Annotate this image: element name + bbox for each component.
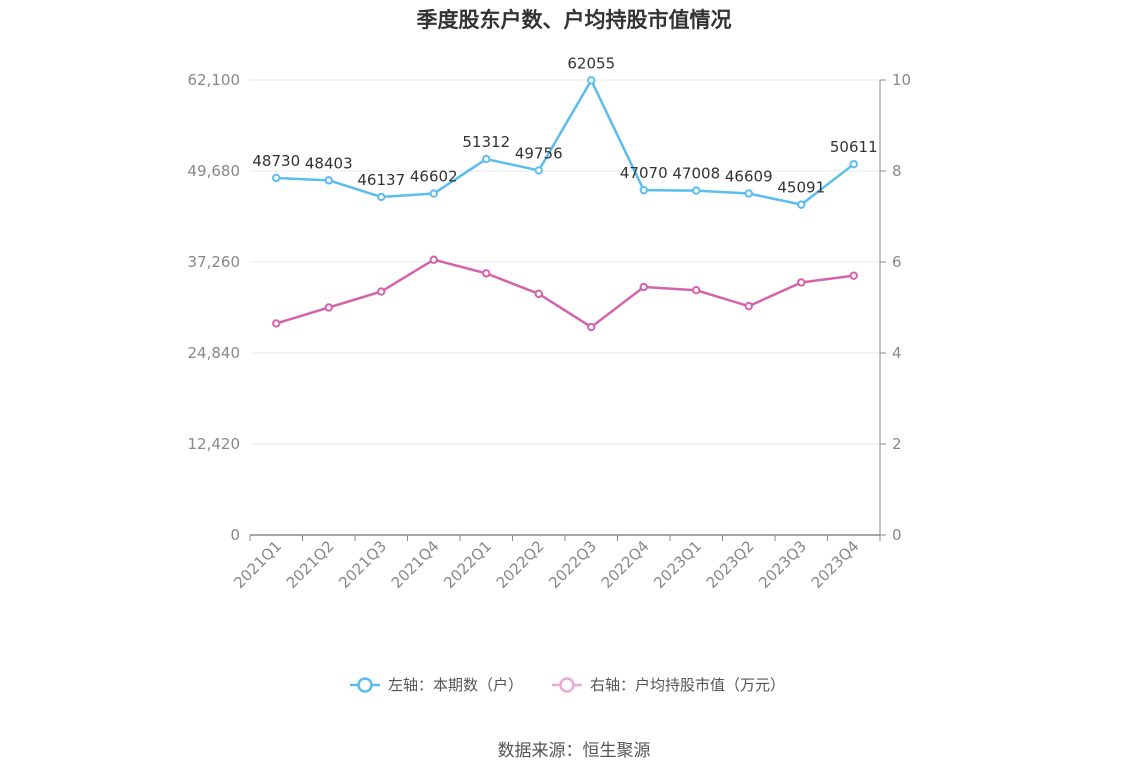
series-1-point <box>272 173 281 183</box>
series-2-point <box>797 278 806 287</box>
series-1-point <box>377 192 386 202</box>
right-axis-tick-label: 8 <box>892 162 902 180</box>
left-axis-tick-label: 49,680 <box>188 162 241 180</box>
right-axis-tick-label: 10 <box>892 71 911 89</box>
series-2-point <box>482 269 491 278</box>
series-2-point <box>324 303 333 312</box>
x-axis-tick-label: 2021Q1 <box>230 537 285 592</box>
legend-marker-2 <box>559 677 575 693</box>
left-axis-tick-label: 37,260 <box>188 253 241 271</box>
x-axis-tick-label: 2022Q3 <box>545 537 600 592</box>
series-1-point <box>429 189 438 198</box>
data-label: 50611 <box>830 138 878 156</box>
x-axis-tick-label: 2023Q2 <box>703 537 758 592</box>
series-2-point <box>272 319 281 328</box>
series-1-point <box>534 166 543 175</box>
legend-label-2: 右轴：户均持股市值（万元） <box>590 676 785 694</box>
series-2-point <box>692 286 701 295</box>
data-label: 62055 <box>567 54 615 72</box>
x-axis-tick-label: 2022Q4 <box>598 537 653 592</box>
series-1-point <box>639 185 648 195</box>
series-1-point <box>587 76 596 85</box>
x-axis-tick-label: 2023Q4 <box>808 537 863 592</box>
series-1-point <box>482 154 491 164</box>
series-line-1 <box>276 79 855 206</box>
data-label: 46609 <box>725 168 773 186</box>
right-axis-tick-label: 4 <box>892 344 902 362</box>
data-label: 46602 <box>410 168 458 186</box>
legend-marker-1 <box>357 677 373 693</box>
series-1-point <box>744 189 753 198</box>
x-axis-tick-label: 2021Q2 <box>283 537 338 592</box>
data-label: 45091 <box>777 179 825 197</box>
series-2-point <box>849 271 858 280</box>
series-1-point <box>692 186 701 195</box>
chart-title: 季度股东户数、户均持股市值情况 <box>416 8 732 32</box>
x-axis-tick-label: 2023Q3 <box>755 537 810 592</box>
series-1-point <box>324 176 333 185</box>
series-1-point <box>849 159 858 169</box>
right-axis-tick-label: 6 <box>892 253 902 271</box>
data-label: 49756 <box>515 144 563 162</box>
x-axis-tick-label: 2021Q3 <box>335 537 390 592</box>
right-axis-tick-label: 2 <box>892 435 902 453</box>
x-axis-tick-label: 2022Q1 <box>440 537 495 592</box>
series-2-point <box>534 289 543 299</box>
data-label: 47070 <box>620 164 668 182</box>
left-axis-tick-label: 12,420 <box>188 435 241 453</box>
source-text: 数据来源：恒生聚源 <box>497 741 651 761</box>
legend-label-1: 左轴：本期数（户） <box>388 676 523 694</box>
data-label: 51312 <box>462 133 510 151</box>
series-2-point <box>744 301 753 311</box>
series-line-2 <box>275 258 854 329</box>
series-2-point <box>429 255 438 264</box>
left-axis-tick-label: 24,840 <box>188 344 241 362</box>
left-axis-tick-label: 0 <box>230 526 240 544</box>
series-1-point <box>797 200 806 209</box>
data-label: 46137 <box>357 171 405 189</box>
data-label: 48403 <box>305 154 353 172</box>
x-axis-tick-label: 2021Q4 <box>388 537 443 592</box>
left-axis-tick-label: 62,100 <box>188 71 241 89</box>
x-axis-tick-label: 2022Q2 <box>493 537 548 592</box>
data-label: 47008 <box>672 165 720 183</box>
right-axis-tick-label: 0 <box>892 526 902 544</box>
x-axis-tick-label: 2023Q1 <box>650 537 705 592</box>
series-2-point <box>639 282 648 292</box>
series-2-point <box>377 287 386 296</box>
series-2-point <box>587 322 596 332</box>
data-label: 48730 <box>252 152 300 170</box>
